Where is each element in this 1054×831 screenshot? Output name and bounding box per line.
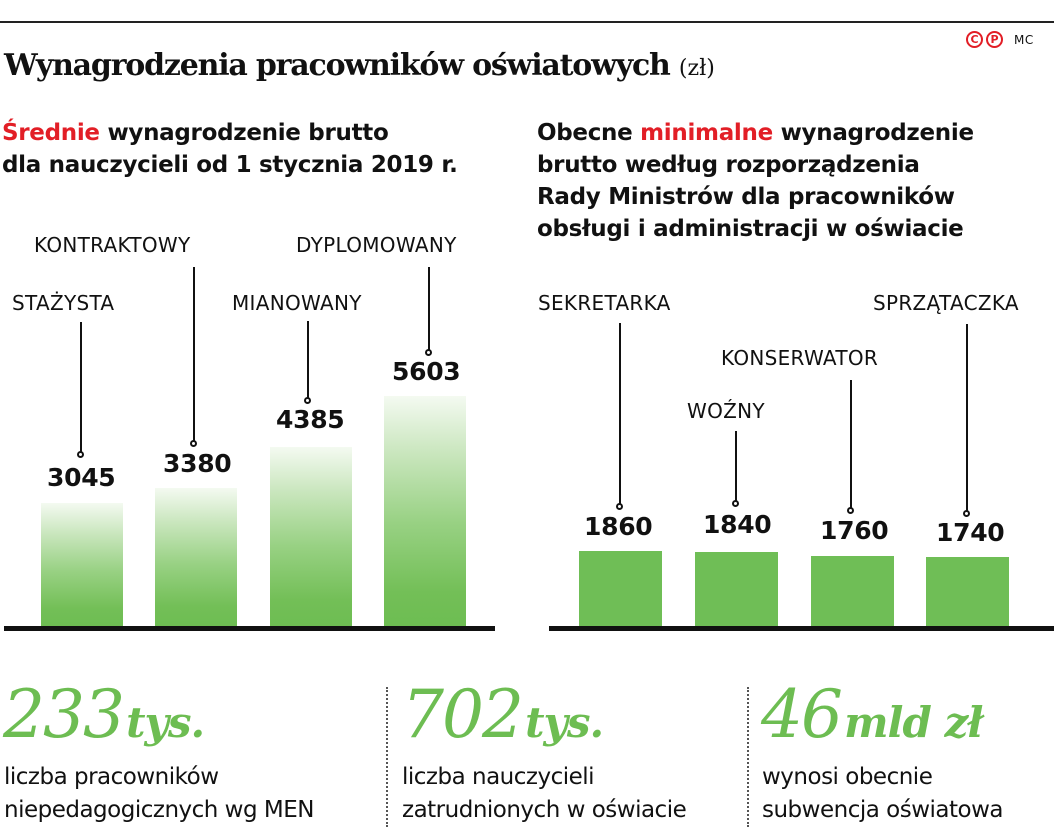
leader-dot — [304, 397, 311, 404]
bar-value: 5603 — [392, 357, 461, 386]
bar-category-label: SPRZĄTACZKA — [873, 291, 1019, 315]
phonogram-icon: P — [986, 31, 1003, 48]
stat-block: 46 mld zł — [761, 676, 983, 753]
leader-line — [966, 324, 968, 511]
leader-line — [428, 267, 430, 351]
subhead-text: obsługi i administracji w oświacie — [537, 216, 964, 242]
leader-line — [193, 267, 195, 441]
leader-line — [735, 431, 737, 502]
bar-category-label: WOŹNY — [687, 399, 765, 423]
leader-line — [619, 323, 621, 505]
bar — [695, 552, 778, 627]
stat-description: wynosi obecnie subwencja oświatowa — [762, 764, 1003, 823]
stat-number: 702 tys. — [402, 676, 604, 753]
stat-number: 46 mld zł — [761, 676, 983, 753]
leader-dot — [190, 440, 197, 447]
leader-line — [307, 321, 309, 399]
bar-value: 3380 — [163, 449, 232, 478]
bar-category-label: KONSERWATOR — [721, 346, 879, 370]
leader-dot — [847, 507, 854, 514]
page-title: Wynagrodzenia pracowników oświatowych (z… — [4, 48, 715, 83]
bar — [41, 503, 123, 627]
dotted-divider — [747, 687, 749, 827]
subhead-text: Rady Ministrów dla pracowników — [537, 184, 955, 210]
author-initials: MC — [1014, 32, 1034, 47]
leader-dot — [77, 451, 84, 458]
leader-line — [80, 322, 82, 452]
subhead-text: Obecne — [537, 120, 641, 146]
bar-value: 4385 — [276, 405, 345, 434]
bar — [270, 447, 352, 627]
leader-dot — [425, 349, 432, 356]
copyright-icon: C — [966, 31, 983, 48]
bar-category-label: STAŻYSTA — [12, 291, 115, 315]
subhead-text: wynagrodzenie — [772, 120, 974, 146]
subhead-highlight: minimalne — [640, 120, 773, 146]
x-axis-baseline — [4, 626, 495, 631]
subhead-text: brutto według rozporządzenia — [537, 152, 920, 178]
stat-number: 233 tys. — [3, 676, 205, 753]
subhead-text: wynagrodzenie brutto — [99, 120, 389, 146]
title-unit: (zł) — [678, 56, 715, 81]
stat-description: liczba nauczycieli zatrudnionych w oświa… — [402, 764, 687, 823]
title-text: Wynagrodzenia pracowników oświatowych — [4, 48, 671, 83]
x-axis-baseline — [549, 626, 1054, 631]
top-rule — [0, 21, 1054, 23]
leader-dot — [732, 500, 739, 507]
bar — [384, 396, 466, 627]
bar — [155, 488, 237, 627]
leader-line — [850, 380, 852, 509]
bar-category-label: SEKRETARKA — [538, 291, 671, 315]
bar-category-label: MIANOWANY — [232, 291, 362, 315]
subhead-text: dla nauczycieli od 1 stycznia 2019 r. — [2, 152, 458, 178]
dotted-divider — [386, 687, 388, 827]
bar — [579, 551, 662, 627]
left-chart-subhead: Średnie wynagrodzenie brutto dla nauczyc… — [2, 117, 458, 181]
stat-block: 702 tys. — [402, 676, 604, 753]
bar-value: 3045 — [47, 463, 116, 492]
subhead-highlight: Średnie — [2, 120, 100, 146]
bar-value: 1840 — [703, 510, 772, 539]
bar-value: 1860 — [584, 512, 653, 541]
credit: C P MC — [966, 31, 1034, 48]
bar-category-label: DYPLOMOWANY — [296, 233, 457, 257]
bar-value: 1740 — [936, 518, 1005, 547]
bar-value: 1760 — [820, 516, 889, 545]
stat-description: liczba pracowników niepedagogicznych wg … — [4, 764, 314, 823]
leader-dot — [963, 510, 970, 517]
leader-dot — [616, 503, 623, 510]
bar-category-label: KONTRAKTOWY — [34, 233, 191, 257]
bar — [926, 557, 1009, 627]
stat-block: 233 tys. — [3, 676, 205, 753]
right-chart-subhead: Obecne minimalne wynagrodzenie brutto we… — [537, 117, 974, 245]
bar — [811, 556, 894, 627]
